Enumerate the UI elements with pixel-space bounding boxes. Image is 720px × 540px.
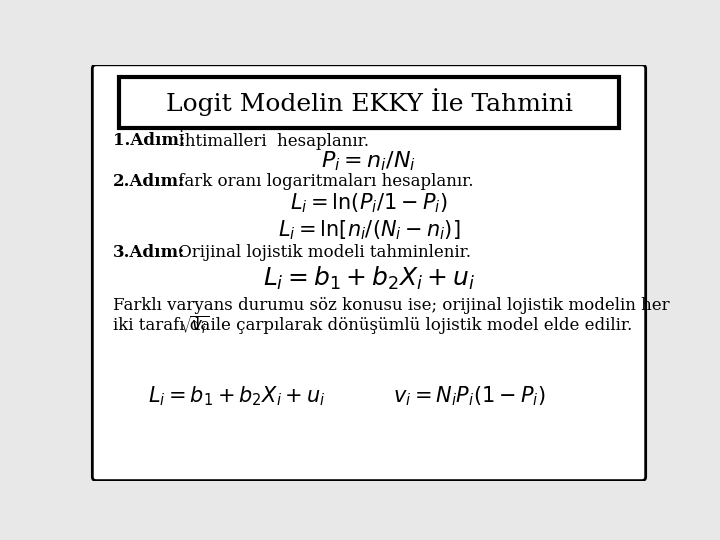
Text: $P_i = n_i/N_i$: $P_i = n_i/N_i$	[321, 149, 417, 173]
FancyBboxPatch shape	[120, 77, 618, 128]
FancyBboxPatch shape	[92, 65, 646, 481]
Text: İhtimalleri  hesaplanır.: İhtimalleri hesaplanır.	[173, 130, 369, 150]
Text: $L_i = b_1 + b_2 X_i + u_i$: $L_i = b_1 + b_2 X_i + u_i$	[148, 384, 326, 408]
Text: iki tarafı da: iki tarafı da	[113, 316, 216, 334]
Text: $L_i = \mathrm{ln}[n_i/(N_i - n_i)]$: $L_i = \mathrm{ln}[n_i/(N_i - n_i)]$	[278, 219, 460, 242]
Text: $\sqrt{v_i}$: $\sqrt{v_i}$	[180, 314, 210, 336]
Text: 1.Adım:: 1.Adım:	[113, 132, 185, 148]
Text: fark oranı logaritmaları hesaplanır.: fark oranı logaritmaları hesaplanır.	[173, 173, 474, 190]
Text: Farklı varyans durumu söz konusu ise; orijinal lojistik modelin her: Farklı varyans durumu söz konusu ise; or…	[113, 296, 670, 314]
Text: Orijinal lojistik modeli tahminlenir.: Orijinal lojistik modeli tahminlenir.	[173, 244, 471, 261]
Text: ile çarpılarak dönüşümlü lojistik model elde edilir.: ile çarpılarak dönüşümlü lojistik model …	[200, 316, 632, 334]
Text: 3.Adım:: 3.Adım:	[113, 244, 186, 261]
Text: $L_i = \mathrm{ln}(P_i/1 - P_i)$: $L_i = \mathrm{ln}(P_i/1 - P_i)$	[290, 192, 448, 215]
Text: 2.Adım:: 2.Adım:	[113, 173, 186, 190]
Text: $L_i = b_1 + b_2 X_i + u_i$: $L_i = b_1 + b_2 X_i + u_i$	[263, 265, 475, 293]
Text: Logit Modelin EKKY İle Tahmini: Logit Modelin EKKY İle Tahmini	[166, 89, 572, 117]
Text: $v_i = N_i P_i (1 - P_i)$: $v_i = N_i P_i (1 - P_i)$	[393, 384, 546, 408]
